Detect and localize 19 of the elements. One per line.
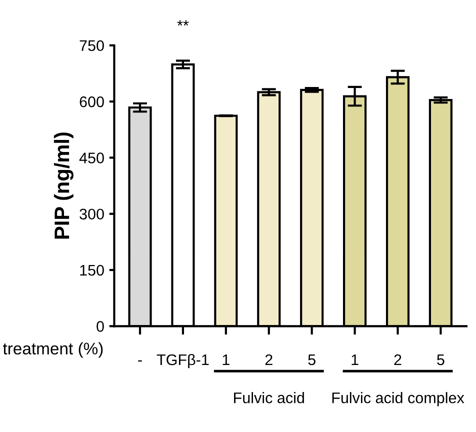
y-tick-label: 300 bbox=[80, 208, 104, 220]
x-tick-label: 1 bbox=[352, 354, 358, 366]
text: Fulvic acid complex bbox=[332, 392, 464, 406]
y-tick-label: 150 bbox=[80, 264, 104, 276]
y-tick-label: 600 bbox=[80, 96, 104, 108]
y-tick-label: 0 bbox=[96, 321, 104, 332]
x-tick-label: 2 bbox=[265, 354, 272, 366]
x-tick-label: 5 bbox=[308, 354, 316, 366]
y-axis-title: PIP (ng/ml) bbox=[54, 132, 74, 239]
x-axis-title: treatment (%) bbox=[2, 342, 103, 358]
y-tick-label: 750 bbox=[80, 40, 104, 52]
x-tick-label: - bbox=[138, 360, 142, 362]
x-tick-label: 5 bbox=[437, 354, 444, 366]
x-tick-label: 1 bbox=[222, 354, 230, 366]
annotation: ** bbox=[177, 20, 189, 26]
x-tick-label: TGFβ-1 bbox=[156, 354, 209, 368]
y-tick-label: 450 bbox=[79, 152, 104, 164]
text: Fulvic acid bbox=[234, 392, 304, 404]
x-tick-label: 2 bbox=[394, 354, 402, 366]
